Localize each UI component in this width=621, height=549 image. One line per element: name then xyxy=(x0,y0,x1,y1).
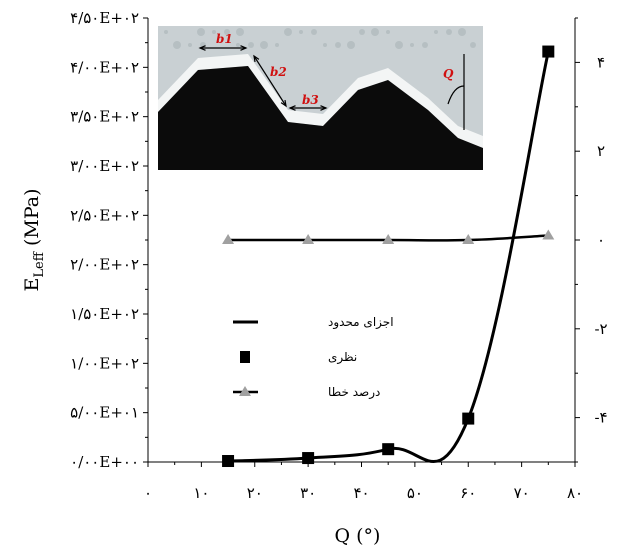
inset-dim-b2 xyxy=(253,55,287,107)
inset-texture xyxy=(359,29,365,35)
inset-texture xyxy=(236,28,244,36)
y-left-tick-label: ۴/۰۰E+۰۲ xyxy=(70,58,139,76)
y-axis-title-main: E xyxy=(21,278,43,292)
inset-texture xyxy=(458,28,466,36)
y-left-tick-label: ۲/۰۰E+۰۲ xyxy=(70,256,139,274)
data-point-theory xyxy=(382,443,395,456)
inset-texture xyxy=(248,42,254,48)
y-left-tick-label: ۱/۰۰E+۰۲ xyxy=(70,354,139,372)
x-axis-title: Q (°) xyxy=(335,525,381,547)
data-point-theory xyxy=(302,452,315,465)
y-left-tick-label: ۰/۰۰E+۰۰ xyxy=(70,453,139,471)
inset-label-q: Q xyxy=(443,67,454,81)
inset-texture xyxy=(410,43,414,47)
inset-texture xyxy=(275,43,279,47)
inset-core xyxy=(158,66,483,170)
series-layer xyxy=(222,45,555,468)
inset-texture xyxy=(212,30,216,34)
inset-dim-b2-head xyxy=(280,99,287,108)
data-point-error xyxy=(542,229,555,240)
inset-texture xyxy=(284,28,292,36)
inset-label-b3: b3 xyxy=(302,93,319,107)
legend: اجزای محدود نظری درصد خطا xyxy=(233,315,394,400)
inset-label-b1: b1 xyxy=(216,32,233,46)
data-point-theory xyxy=(542,45,555,58)
x-tick-label: ۳۰ xyxy=(300,484,316,502)
inset-dim-b1-head xyxy=(198,45,206,51)
inset-texture xyxy=(422,42,428,48)
inset-texture xyxy=(197,28,205,36)
inset-dim-b3-head xyxy=(288,105,296,111)
x-tick-label: ۰ xyxy=(144,484,152,502)
legend-label: اجزای محدود xyxy=(328,315,394,330)
data-point-error xyxy=(462,234,475,244)
y-axis-title-unit: (MPa) xyxy=(21,188,43,252)
legend-label: درصد خطا xyxy=(328,385,380,400)
y-right-tick-label: -۴ xyxy=(594,409,607,427)
inset-dim-b2-head xyxy=(253,54,260,63)
inset-texture xyxy=(236,43,240,47)
y-right-tick-label: ۴ xyxy=(597,53,605,71)
inset-texture xyxy=(311,29,317,35)
y-left-tick-label: ۳/۵۰E+۰۲ xyxy=(70,108,139,126)
inset-texture xyxy=(395,41,403,49)
inset-dim-q-arc xyxy=(447,85,465,105)
data-point-error xyxy=(222,234,235,244)
y-right-tick-label: ۰ xyxy=(597,231,605,249)
inset-dim-b3-head xyxy=(320,105,328,111)
y-left-tick-label: ۳/۰۰E+۰۲ xyxy=(70,157,139,175)
inset-texture xyxy=(446,29,452,35)
x-tick-label: ۴۰ xyxy=(353,484,369,502)
y-left-tick-label: ۵/۰۰E+۰۱ xyxy=(70,404,139,422)
x-tick-label: ۸۰ xyxy=(567,484,583,502)
inset-texture xyxy=(434,30,438,34)
axes: ۰ ۱۰ ۲۰ ۳۰ ۴۰ ۵۰ ۶۰ ۷۰ ۸۰۰/۰۰E+۰۰۵/۰۰E+۰۱۱/۰۰E+۰… xyxy=(21,9,608,547)
x-tick-label: ۶۰ xyxy=(460,484,476,502)
legend-label: نظری xyxy=(328,350,357,365)
inset-texture xyxy=(323,43,327,47)
y-axis-title-sub: Leff xyxy=(32,250,47,277)
x-tick-label: ۲۰ xyxy=(247,484,263,502)
inset-texture xyxy=(173,41,181,49)
data-point-error xyxy=(302,234,315,244)
y-right-tick-label: -۲ xyxy=(594,320,607,338)
inset-texture xyxy=(347,41,355,49)
inset-dim-b1-head xyxy=(240,45,248,51)
inset-label-b2: b2 xyxy=(270,65,287,79)
x-tick-label: ۱۰ xyxy=(193,484,209,502)
y-right-tick-label: ۲ xyxy=(597,142,605,160)
data-point-error xyxy=(382,234,395,244)
inset-texture xyxy=(386,30,390,34)
inset-texture xyxy=(260,41,268,49)
inset-texture xyxy=(164,30,168,34)
x-tick-label: ۷۰ xyxy=(514,484,530,502)
inset-texture xyxy=(335,42,341,48)
y-left-tick-label: ۴/۵۰E+۰۲ xyxy=(70,9,139,27)
inset-photo: b1 b2 b3 Q xyxy=(158,26,483,170)
inset-texture xyxy=(470,42,476,48)
y-axis-title: ELeff (MPa) xyxy=(21,188,47,291)
inset-texture xyxy=(371,28,379,36)
legend-swatch-error-marker xyxy=(239,386,251,396)
inset-texture xyxy=(224,29,230,35)
y-left-tick-label: ۱/۵۰E+۰۲ xyxy=(70,305,139,323)
y-left-tick-label: ۲/۵۰E+۰۲ xyxy=(70,206,139,224)
inset-texture xyxy=(299,30,303,34)
inset-sheet xyxy=(158,54,483,148)
x-tick-label: ۵۰ xyxy=(407,484,423,502)
inset-texture xyxy=(188,43,192,47)
data-point-theory xyxy=(222,455,235,468)
data-point-theory xyxy=(462,412,475,425)
legend-swatch-theory xyxy=(240,351,250,363)
